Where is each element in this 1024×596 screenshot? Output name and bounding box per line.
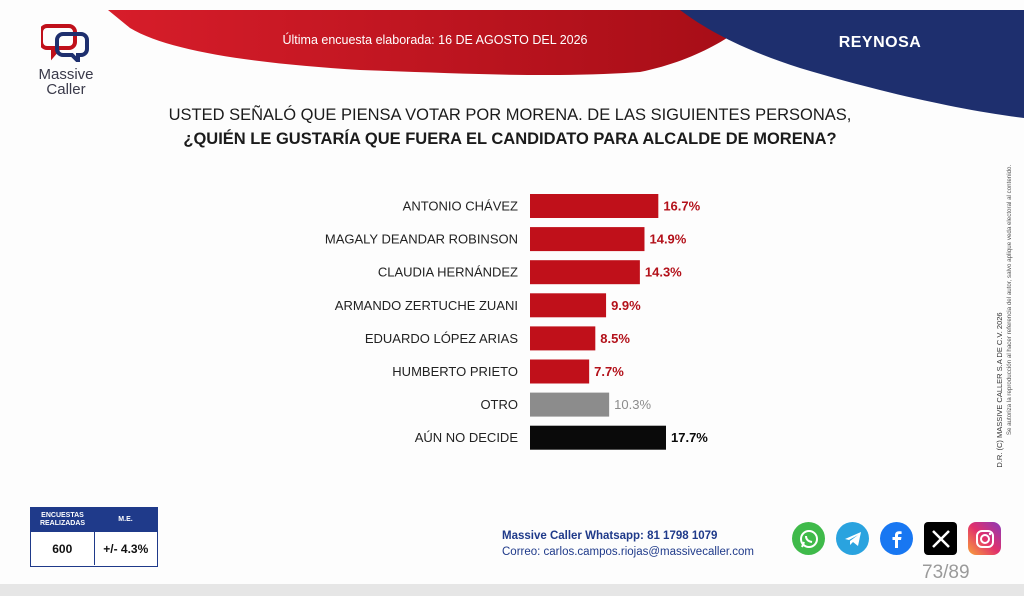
copyright-line1: D.R. (C) MASSIVE CALLER S.A DE C.V. 2026 xyxy=(995,312,1004,467)
copyright-line2: Se autoriza la reproducción al hacer ref… xyxy=(1006,165,1013,436)
header-banner xyxy=(108,10,1024,118)
stats-header: ENCUESTAS REALIZADAS M.E. xyxy=(31,508,157,532)
category-label: CLAUDIA HERNÁNDEZ xyxy=(378,265,518,280)
header-red-wave xyxy=(108,10,760,76)
bottom-band xyxy=(0,584,1024,596)
bar xyxy=(530,293,607,318)
stats-count-header-line2: REALIZADAS xyxy=(39,520,86,527)
logo: Massive Caller xyxy=(26,22,106,97)
bar xyxy=(530,392,610,417)
question-line1: USTED SEÑALÓ QUE PIENSA VOTAR POR MORENA… xyxy=(168,106,852,124)
instagram-icon[interactable] xyxy=(968,522,1001,555)
question: USTED SEÑALÓ QUE PIENSA VOTAR POR MORENA… xyxy=(120,103,900,151)
telegram-icon[interactable] xyxy=(836,522,869,555)
category-label: ANTONIO CHÁVEZ xyxy=(403,199,518,214)
category-label: EDUARDO LÓPEZ ARIAS xyxy=(365,331,518,346)
value-label: 16.7% xyxy=(663,199,700,214)
bar xyxy=(530,359,590,384)
contact-whatsapp: Massive Caller Whatsapp: 81 1798 1079 xyxy=(502,530,718,542)
page-number: 73/89 xyxy=(922,562,970,583)
value-label: 14.3% xyxy=(645,265,682,280)
stats-margin: +/- 4.3% xyxy=(103,541,149,556)
stats-margin-header: M.E. xyxy=(118,516,133,523)
contact-email: Correo: carlos.campos.riojas@massivecall… xyxy=(502,546,754,558)
value-label: 7.7% xyxy=(594,364,624,379)
bar xyxy=(530,425,666,450)
category-label: OTRO xyxy=(480,397,518,412)
category-label: HUMBERTO PRIETO xyxy=(392,364,518,379)
logo-bubbles-icon xyxy=(39,24,89,66)
value-label: 14.9% xyxy=(649,232,686,247)
stats-count-header-line1: ENCUESTAS xyxy=(41,512,84,519)
value-label: 9.9% xyxy=(611,298,641,313)
stats-values: 600 +/- 4.3% xyxy=(31,532,157,565)
bar xyxy=(530,227,645,252)
value-label: 10.3% xyxy=(614,397,651,412)
stats-count: 600 xyxy=(31,532,95,565)
bar-chart: ANTONIO CHÁVEZ 16.7% MAGALY DEANDAR ROBINS… xyxy=(325,194,708,450)
category-label: MAGALY DEANDAR ROBINSON xyxy=(325,232,518,247)
stats-count-header: ENCUESTAS REALIZADAS xyxy=(31,508,94,532)
logo-line2: Caller xyxy=(46,81,86,98)
region-label: REYNOSA xyxy=(838,34,922,51)
bar xyxy=(530,194,659,218)
facebook-icon[interactable] xyxy=(880,522,913,555)
logo-line1: Massive xyxy=(38,66,94,83)
bar xyxy=(530,260,640,285)
category-label: AÚN NO DECIDE xyxy=(415,430,519,445)
question-line2: ¿QUIÉN LE GUSTARÍA QUE FUERA EL CANDIDAT… xyxy=(183,130,837,148)
copyright-note: D.R. (C) MASSIVE CALLER S.A DE C.V. 2026… xyxy=(995,165,1013,468)
survey-date: Última encuesta elaborada: 16 DE AGOSTO … xyxy=(282,33,588,47)
header-navy-wave xyxy=(680,10,1024,118)
x-icon[interactable] xyxy=(924,522,957,555)
category-label: ARMANDO ZERTUCHE ZUANI xyxy=(335,298,518,313)
value-label: 8.5% xyxy=(600,331,630,346)
bar xyxy=(530,326,596,351)
stats-box: ENCUESTAS REALIZADAS M.E. 600 +/- 4.3% xyxy=(30,507,158,567)
whatsapp-icon[interactable] xyxy=(792,522,825,555)
contact-info: Massive Caller Whatsapp: 81 1798 1079 Co… xyxy=(502,528,754,560)
value-label: 17.7% xyxy=(671,430,708,445)
social-links xyxy=(792,522,1001,555)
